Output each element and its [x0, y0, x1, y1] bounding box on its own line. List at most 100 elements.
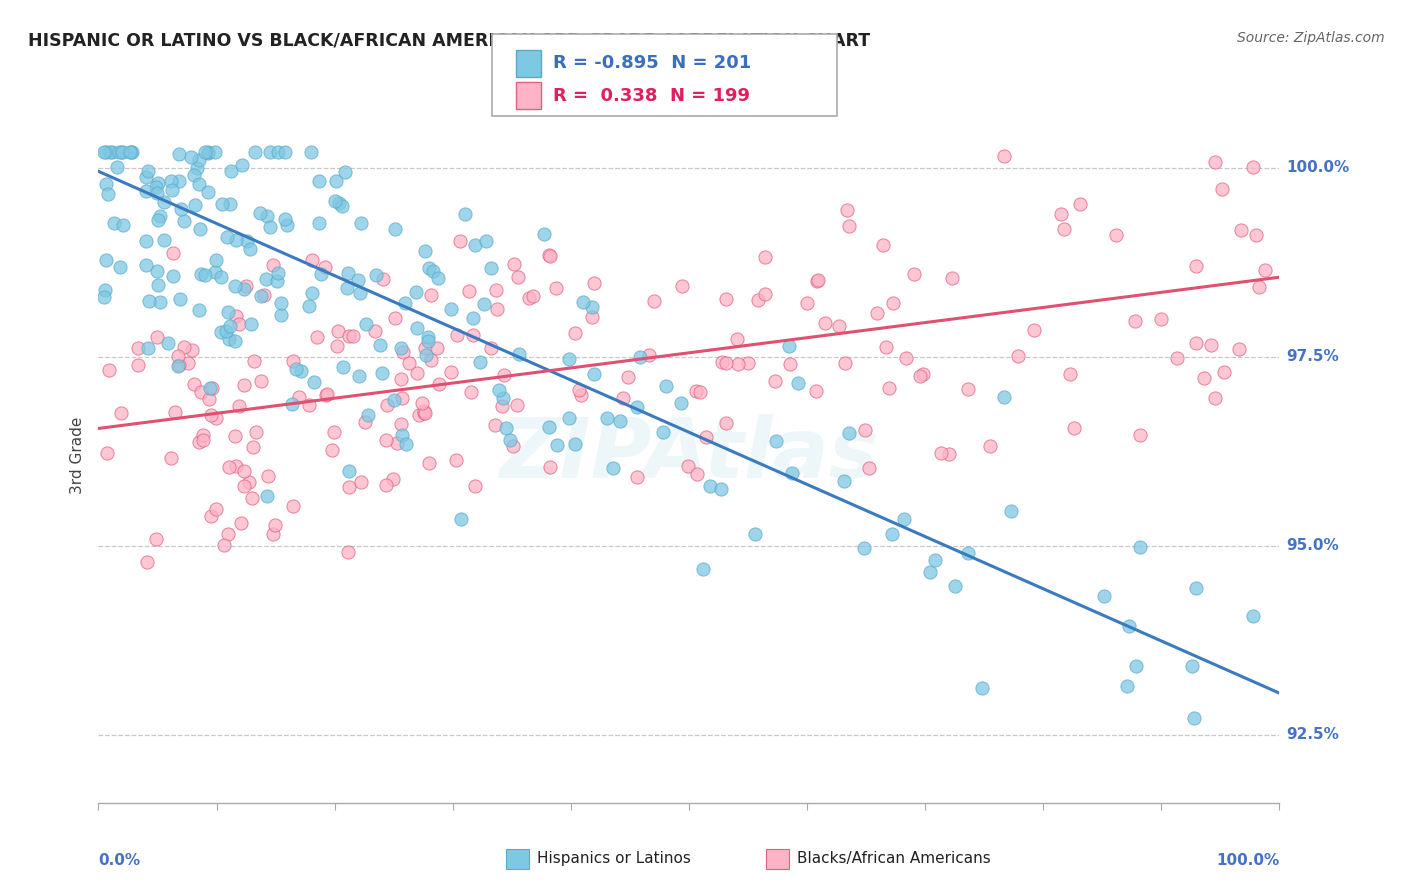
Point: [242, 354, 264, 368]
Point: [616, 370, 638, 384]
Point: [454, 207, 477, 221]
Point: [266, 274, 288, 288]
Point: [243, 145, 266, 160]
Point: [181, 343, 204, 357]
Text: 92.5%: 92.5%: [1286, 727, 1340, 742]
Point: [970, 681, 993, 695]
Point: [655, 378, 678, 392]
Text: 0.0%: 0.0%: [98, 854, 141, 868]
Point: [502, 438, 524, 452]
Point: [671, 279, 693, 293]
Point: [283, 499, 305, 513]
Point: [333, 164, 356, 178]
Point: [837, 203, 859, 218]
Point: [217, 305, 239, 319]
Point: [896, 351, 918, 366]
Point: [127, 358, 149, 372]
Point: [398, 356, 420, 370]
Point: [695, 430, 717, 444]
Point: [461, 328, 484, 343]
Point: [413, 406, 436, 420]
Point: [1007, 350, 1029, 364]
Text: R =  0.338  N = 199: R = 0.338 N = 199: [553, 87, 749, 104]
Point: [197, 392, 219, 406]
Point: [710, 482, 733, 496]
Point: [235, 279, 257, 293]
Point: [628, 350, 651, 364]
Point: [413, 341, 436, 355]
Point: [191, 433, 214, 447]
Point: [250, 374, 273, 388]
Point: [347, 273, 370, 287]
Point: [1118, 619, 1140, 633]
Point: [112, 218, 135, 232]
Point: [1246, 227, 1268, 242]
Point: [699, 478, 721, 492]
Point: [257, 469, 280, 483]
Point: [167, 174, 190, 188]
Point: [499, 434, 522, 448]
Point: [832, 475, 855, 489]
Point: [1053, 222, 1076, 236]
Point: [233, 378, 256, 392]
Point: [450, 512, 472, 526]
Point: [517, 291, 540, 305]
Point: [323, 425, 346, 439]
Point: [880, 527, 903, 541]
Point: [416, 334, 439, 349]
Point: [219, 164, 242, 178]
Point: [807, 273, 830, 287]
Point: [581, 310, 603, 325]
Point: [1063, 420, 1085, 434]
Point: [315, 386, 337, 401]
Point: [273, 211, 295, 226]
Point: [686, 467, 709, 481]
Point: [167, 359, 190, 373]
Point: [136, 341, 159, 355]
Point: [1204, 392, 1226, 406]
Point: [224, 279, 246, 293]
Point: [298, 299, 321, 313]
Point: [564, 326, 586, 341]
Point: [419, 352, 441, 367]
Point: [941, 270, 963, 285]
Point: [814, 316, 837, 330]
Point: [245, 425, 267, 439]
Point: [232, 282, 254, 296]
Point: [250, 289, 273, 303]
Point: [354, 317, 377, 331]
Point: [384, 221, 406, 235]
Point: [211, 196, 233, 211]
Point: [107, 161, 129, 175]
Point: [1115, 679, 1137, 693]
Point: [1129, 428, 1152, 442]
Point: [357, 408, 380, 422]
Point: [676, 458, 699, 473]
Point: [249, 205, 271, 219]
Point: [110, 260, 132, 274]
Point: [420, 288, 443, 302]
Point: [332, 359, 354, 374]
Point: [405, 285, 427, 300]
Text: 100.0%: 100.0%: [1286, 160, 1350, 175]
Point: [228, 317, 250, 331]
Point: [440, 302, 463, 317]
Point: [136, 164, 159, 178]
Point: [364, 324, 387, 338]
Point: [145, 180, 167, 194]
Point: [217, 526, 239, 541]
Y-axis label: 3rd Grade: 3rd Grade: [70, 417, 86, 493]
Point: [98, 145, 121, 160]
Point: [1059, 367, 1081, 381]
Point: [1050, 207, 1073, 221]
Point: [582, 276, 605, 290]
Point: [169, 202, 191, 216]
Point: [918, 566, 941, 580]
Point: [127, 341, 149, 355]
Point: [1184, 336, 1206, 351]
Point: [190, 267, 212, 281]
Point: [153, 195, 176, 210]
Point: [169, 292, 191, 306]
Point: [188, 303, 211, 318]
Point: [382, 392, 405, 407]
